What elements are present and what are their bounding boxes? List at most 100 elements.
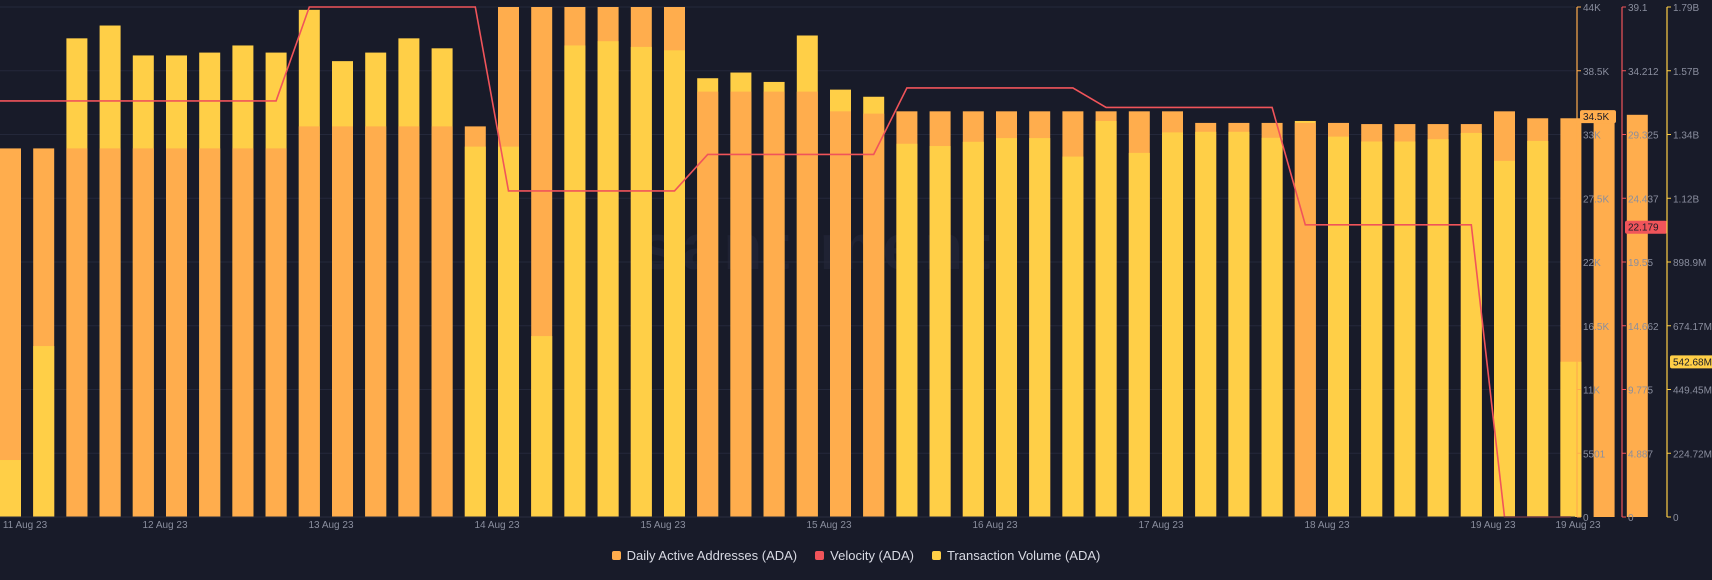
x-tick-label: 12 Aug 23 xyxy=(142,520,187,531)
daa-bar[interactable] xyxy=(763,91,785,517)
velocity-tick-label: 24.437 xyxy=(1628,194,1659,205)
daa-bar[interactable] xyxy=(298,126,320,518)
velocity-tick-label: 19.55 xyxy=(1628,258,1653,269)
daa-bar[interactable] xyxy=(365,126,387,518)
daa-bar[interactable] xyxy=(796,91,818,517)
x-tick-label: 14 Aug 23 xyxy=(474,520,519,531)
volume-bar[interactable] xyxy=(1560,361,1582,517)
daa-bar[interactable] xyxy=(232,148,254,517)
volume-bar[interactable] xyxy=(597,41,619,518)
volume-bar[interactable] xyxy=(1029,138,1051,517)
volume-bar[interactable] xyxy=(1361,141,1383,517)
volume-tick-label: 1.34B xyxy=(1673,131,1699,142)
daa-bar[interactable] xyxy=(0,148,21,517)
daa-current-value: 34.5K xyxy=(1583,112,1609,123)
volume-bar[interactable] xyxy=(1095,120,1117,517)
volume-current-value: 542.68M xyxy=(1673,357,1712,368)
volume-tick-label: 0 xyxy=(1673,513,1679,524)
volume-bar[interactable] xyxy=(1162,132,1183,517)
x-tick-label: 11 Aug 23 xyxy=(3,520,48,531)
volume-bar[interactable] xyxy=(33,346,55,517)
daa-bar[interactable] xyxy=(199,148,221,517)
volume-bar[interactable] xyxy=(1062,156,1084,518)
daa-bar[interactable] xyxy=(99,148,121,517)
velocity-tick-label: 39.1 xyxy=(1628,3,1648,14)
volume-bar[interactable] xyxy=(498,146,519,517)
daa-bar[interactable] xyxy=(730,91,752,517)
daa-current-badge xyxy=(1580,110,1616,124)
volume-bar[interactable] xyxy=(1494,160,1515,518)
volume-bar[interactable] xyxy=(996,138,1017,517)
velocity-swatch-icon xyxy=(815,551,825,560)
daa-bar[interactable] xyxy=(132,148,154,517)
volume-bar[interactable] xyxy=(1261,137,1283,517)
x-tick-label: 17 Aug 23 xyxy=(1138,520,1183,531)
velocity-line-layer[interactable] xyxy=(0,6,1571,518)
daa-bar[interactable] xyxy=(1593,118,1615,517)
legend-item-velocity[interactable]: Velocity (ADA) xyxy=(815,548,914,563)
volume-bar[interactable] xyxy=(1128,152,1150,518)
daa-bar[interactable] xyxy=(66,148,88,517)
volume-bar[interactable] xyxy=(1195,131,1217,518)
daa-tick-label: 38.5K xyxy=(1583,67,1609,78)
volume-bar[interactable] xyxy=(531,336,553,517)
volume-bar[interactable] xyxy=(1460,132,1482,517)
velocity-tick-label: 29.325 xyxy=(1628,131,1659,142)
daa-bar[interactable] xyxy=(398,126,420,518)
velocity-tick-label: 14.662 xyxy=(1628,322,1659,333)
legend-velocity-label: Velocity (ADA) xyxy=(830,548,914,563)
volume-bar[interactable] xyxy=(564,45,586,518)
volume-bar[interactable] xyxy=(1228,131,1250,518)
daa-tick-label: 5501 xyxy=(1583,449,1606,460)
chart-area[interactable]: 0 5501 11K 16.5K 22K 27.5K 33K 38.5K 44K 34.5K 0 4.… xyxy=(0,0,1712,545)
volume-bar[interactable] xyxy=(464,146,486,517)
daa-bar[interactable] xyxy=(166,148,187,517)
volume-tick-label: 224.72M xyxy=(1673,449,1712,460)
velocity-current-value: 22.179 xyxy=(1628,223,1659,234)
x-tick-label: 19 Aug 23 xyxy=(1470,520,1515,531)
daa-bar[interactable] xyxy=(1294,122,1316,517)
x-axis: 11 Aug 23 12 Aug 23 13 Aug 23 14 Aug 23 15 A… xyxy=(0,516,1601,531)
velocity-line[interactable] xyxy=(0,6,1571,518)
volume-bar[interactable] xyxy=(1328,136,1349,517)
legend-item-daa[interactable]: Daily Active Addresses (ADA) xyxy=(611,548,798,563)
daa-bar[interactable] xyxy=(697,91,719,517)
daa-tick-label: 0 xyxy=(1583,513,1589,524)
daa-bar[interactable] xyxy=(863,113,885,518)
daa-tick-label: 11K xyxy=(1583,386,1600,397)
daa-tick-label: 22K xyxy=(1583,258,1601,269)
volume-tick-label: 1.12B xyxy=(1673,194,1699,205)
daa-bar[interactable] xyxy=(830,111,851,518)
velocity-tick-label: 9.775 xyxy=(1628,386,1653,397)
x-tick-label: 19 Aug 23 xyxy=(1555,520,1600,531)
daa-bar[interactable] xyxy=(1626,114,1648,517)
volume-bar[interactable] xyxy=(1527,140,1549,517)
volume-bar[interactable] xyxy=(0,460,21,517)
volume-current-badge xyxy=(1670,355,1712,369)
daa-tick-label: 44K xyxy=(1583,3,1601,14)
volume-bar[interactable] xyxy=(962,141,984,517)
volume-swatch-icon xyxy=(931,551,941,560)
velocity-tick-label: 34.212 xyxy=(1628,67,1659,78)
volume-tick-label: 1.79B xyxy=(1673,3,1699,14)
legend-daa-label: Daily Active Addresses (ADA) xyxy=(626,548,798,563)
volume-tick-label: 674.17M xyxy=(1673,322,1712,333)
daa-bar[interactable] xyxy=(265,148,287,517)
volume-bar[interactable] xyxy=(929,146,951,517)
volume-bar[interactable] xyxy=(630,46,652,517)
daa-bar[interactable] xyxy=(431,126,453,518)
volume-tick-label: 449.45M xyxy=(1673,386,1712,397)
legend: Daily Active Addresses (ADA) Velocity (A… xyxy=(0,548,1712,563)
volume-tick-label: 1.57B xyxy=(1673,67,1699,78)
volume-bar[interactable] xyxy=(1394,141,1416,517)
daa-swatch-icon xyxy=(611,551,621,560)
volume-bar[interactable] xyxy=(896,143,918,518)
volume-tick-label: 898.9M xyxy=(1673,258,1706,269)
bar-series[interactable] xyxy=(0,7,1648,518)
daa-tick-label: 33K xyxy=(1583,131,1601,142)
volume-bar[interactable] xyxy=(1427,139,1449,517)
daa-bar[interactable] xyxy=(332,126,353,518)
legend-volume-label: Transaction Volume (ADA) xyxy=(946,548,1101,563)
legend-item-volume[interactable]: Transaction Volume (ADA) xyxy=(931,548,1101,563)
volume-bar[interactable] xyxy=(664,50,685,518)
